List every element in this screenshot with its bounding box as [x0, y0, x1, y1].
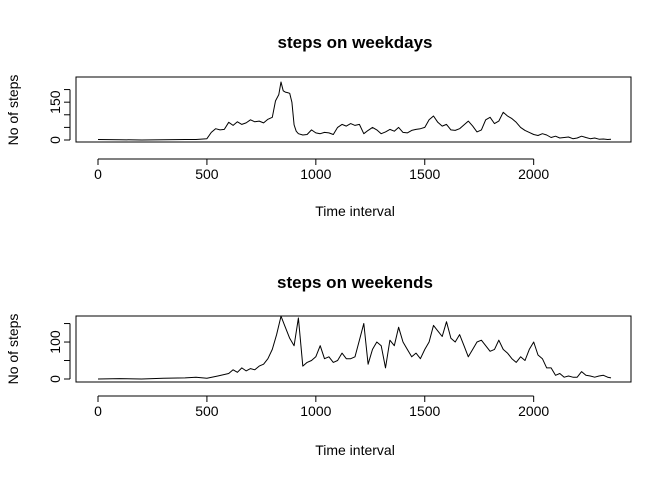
x-tick-label: 500 — [195, 403, 219, 419]
series-line — [97, 81, 612, 141]
y-axis-label: No of steps — [5, 314, 21, 385]
x-axis: 0 500 1000 1500 2000 — [94, 395, 549, 419]
x-tick-label: 1000 — [300, 403, 331, 419]
x-tick-label: 0 — [94, 403, 102, 419]
x-tick-label: 2000 — [518, 403, 549, 419]
y-tick-label: 150 — [47, 90, 63, 114]
x-axis: 0 500 1000 1500 2000 — [94, 158, 549, 182]
plot-frame — [75, 76, 632, 143]
chart-title: steps on weekends — [277, 273, 433, 292]
y-tick-label: 100 — [47, 330, 63, 354]
x-tick-label: 500 — [195, 166, 219, 182]
y-axis: 0 150 — [47, 89, 71, 144]
x-axis-label: Time interval — [315, 203, 395, 219]
series-line — [97, 315, 612, 380]
x-tick-label: 1500 — [409, 166, 440, 182]
x-axis-label: Time interval — [315, 442, 395, 458]
x-tick-label: 0 — [94, 166, 102, 182]
x-tick-label: 1000 — [300, 166, 331, 182]
y-tick-label: 0 — [47, 375, 63, 383]
chart-title: steps on weekdays — [278, 33, 433, 52]
y-axis-label: No of steps — [5, 75, 21, 146]
x-tick-label: 2000 — [518, 166, 549, 182]
plot-frame — [75, 315, 632, 383]
x-tick-label: 1500 — [409, 403, 440, 419]
y-tick-label: 0 — [47, 136, 63, 144]
y-axis: 0 100 — [47, 323, 71, 383]
